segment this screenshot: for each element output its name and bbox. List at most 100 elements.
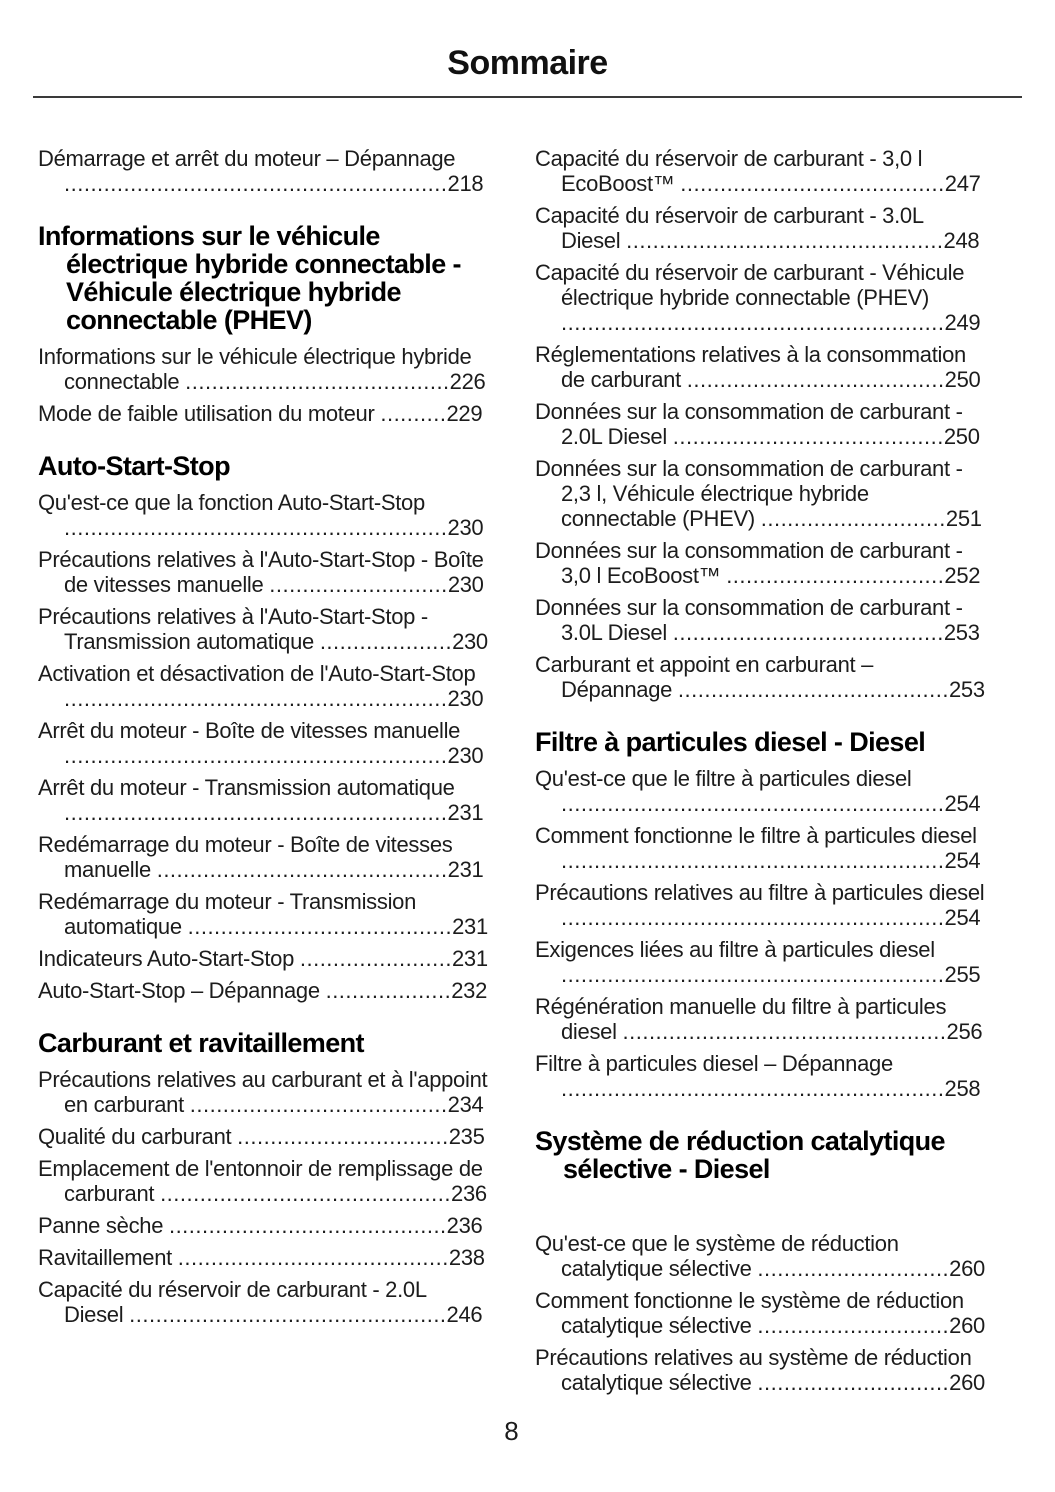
entry-title: Auto‑Start‑Stop – Dépannage: [38, 978, 320, 1003]
toc-entry[interactable]: Activation et désactivation de l'Auto‑St…: [38, 661, 488, 711]
toc-entry[interactable]: Auto‑Start‑Stop – Dépannage ............…: [38, 978, 488, 1003]
dot-leader: ...................: [325, 978, 452, 1003]
entry-title: Redémarrage du moteur - Boîte de vitesse…: [38, 832, 453, 882]
dot-leader: ........................................…: [64, 686, 448, 711]
dot-leader: ........................................…: [561, 905, 945, 930]
toc-entry[interactable]: Mode de faible utilisation du moteur ...…: [38, 401, 488, 426]
section-heading: Auto‑Start‑Stop: [38, 451, 231, 481]
dot-leader: ........................................…: [672, 620, 944, 645]
toc-entry[interactable]: Comment fonctionne le filtre à particule…: [535, 823, 985, 873]
entry-title: Qu'est‑ce que le système de réduction ca…: [535, 1231, 899, 1281]
dot-leader: ........................................…: [156, 857, 448, 882]
dot-leader: ........................................…: [168, 1213, 447, 1238]
entry-page-number: 254: [944, 848, 981, 873]
toc-entry[interactable]: Précautions relatives au filtre à partic…: [535, 880, 985, 930]
toc-entry[interactable]: Emplacement de l'entonnoir de remplissag…: [38, 1156, 488, 1206]
toc-entry[interactable]: Indicateurs Auto‑Start‑Stop ............…: [38, 946, 488, 971]
toc-entry[interactable]: Exigences liées au filtre à particules d…: [535, 937, 985, 987]
toc-entry[interactable]: Régénération manuelle du filtre à partic…: [535, 994, 985, 1044]
toc-entry[interactable]: Qualité du carburant ...................…: [38, 1124, 488, 1149]
entry-page-number: 226: [449, 369, 486, 394]
toc-column-left: Démarrage et arrêt du moteur – Dépannage…: [38, 146, 488, 1402]
toc-entry[interactable]: Démarrage et arrêt du moteur – Dépannage…: [38, 146, 488, 196]
entry-page-number: 260: [949, 1370, 985, 1395]
entry-page-number: 250: [943, 424, 980, 449]
toc-entry[interactable]: Comment fonctionne le système de réducti…: [535, 1288, 985, 1338]
entry-page-number: 253: [949, 677, 985, 702]
entry-page-number: 248: [943, 228, 980, 253]
entry-page-number: 256: [946, 1019, 983, 1044]
dot-leader: ................................: [237, 1124, 449, 1149]
entry-page-number: 236: [446, 1213, 483, 1238]
entry-page-number: 254: [944, 791, 981, 816]
entry-page-number: 246: [446, 1302, 483, 1327]
dot-leader: ........................................…: [129, 1302, 447, 1327]
entry-page-number: 230: [447, 572, 484, 597]
toc-entry[interactable]: Capacité du réservoir de carburant - 3,0…: [535, 146, 985, 196]
entry-title: Activation et désactivation de l'Auto‑St…: [38, 661, 476, 686]
toc-entry[interactable]: Arrêt du moteur - Boîte de vitesses manu…: [38, 718, 488, 768]
entry-title: Qualité du carburant: [38, 1124, 232, 1149]
dot-leader: ............................: [760, 506, 946, 531]
entry-title: Redémarrage du moteur - Transmission aut…: [38, 889, 417, 939]
entry-page-number: 254: [944, 905, 981, 930]
toc-entry[interactable]: Capacité du réservoir de carburant - Véh…: [535, 260, 985, 335]
entry-page-number: 260: [949, 1256, 985, 1281]
toc-entry[interactable]: Précautions relatives à l'Auto‑Start‑Sto…: [38, 547, 488, 597]
toc-entry[interactable]: Précautions relatives à l'Auto‑Start‑Sto…: [38, 604, 488, 654]
entry-page-number: 218: [447, 171, 484, 196]
dot-leader: ........................................…: [160, 1181, 452, 1206]
dot-leader: ...........................: [269, 572, 448, 597]
dot-leader: ........................................…: [622, 1019, 947, 1044]
entry-title: Précautions relatives à l'Auto‑Start‑Sto…: [38, 604, 428, 654]
toc-entry[interactable]: Qu'est‑ce que le filtre à particules die…: [535, 766, 985, 816]
toc-entry[interactable]: Ravitaillement .........................…: [38, 1245, 488, 1270]
toc-entry[interactable]: Capacité du réservoir de carburant - 3.0…: [535, 203, 985, 253]
entry-title: Arrêt du moteur - Boîte de vitesses manu…: [38, 718, 461, 743]
toc-entry[interactable]: Données sur la consommation de carburant…: [535, 399, 985, 449]
entry-page-number: 238: [448, 1245, 485, 1270]
dot-leader: ........................................…: [677, 677, 949, 702]
entry-page-number: 253: [943, 620, 980, 645]
entry-page-number: 230: [452, 629, 488, 654]
toc-entry[interactable]: Filtre à particules diesel – Dépannage .…: [535, 1051, 985, 1101]
toc-entry[interactable]: Arrêt du moteur - Transmission automatiq…: [38, 775, 488, 825]
toc-entry[interactable]: Qu'est‑ce que la fonction Auto‑Start‑Sto…: [38, 490, 488, 540]
toc-entry[interactable]: Panne sèche ............................…: [38, 1213, 488, 1238]
dot-leader: ........................................…: [672, 424, 944, 449]
toc-entry[interactable]: Qu'est‑ce que le système de réduction ca…: [535, 1231, 985, 1281]
toc-entry[interactable]: Réglementations relatives à la consommat…: [535, 342, 985, 392]
dot-leader: ........................................…: [64, 171, 448, 196]
toc-entry[interactable]: Précautions relatives au carburant et à …: [38, 1067, 488, 1117]
toc-entry[interactable]: Carburant et appoint en carburant – Dépa…: [535, 652, 985, 702]
toc-entry[interactable]: Données sur la consommation de carburant…: [535, 538, 985, 588]
entry-page-number: 230: [447, 743, 484, 768]
toc-column-right: Capacité du réservoir de carburant - 3,0…: [535, 146, 985, 1402]
toc-entry[interactable]: Capacité du réservoir de carburant - 2.0…: [38, 1277, 488, 1327]
toc-entry[interactable]: Redémarrage du moteur - Transmission aut…: [38, 889, 488, 939]
dot-leader: .......................................: [686, 367, 945, 392]
dot-leader: .......................: [299, 946, 452, 971]
entry-title: Qu'est‑ce que le filtre à particules die…: [535, 766, 912, 791]
entry-title: Exigences liées au filtre à particules d…: [535, 937, 935, 962]
entry-title: Carburant et appoint en carburant – Dépa…: [535, 652, 874, 702]
dot-leader: ........................................…: [177, 1245, 449, 1270]
dot-leader: ........................................…: [561, 962, 945, 987]
dot-leader: ........................................: [185, 369, 450, 394]
dot-leader: ........................................: [680, 171, 945, 196]
entry-title: Ravitaillement: [38, 1245, 172, 1270]
entry-page-number: 234: [447, 1092, 484, 1117]
entry-page-number: 251: [945, 506, 982, 531]
toc-entry[interactable]: Précautions relatives au système de rédu…: [535, 1345, 985, 1395]
toc-entry[interactable]: Informations sur le véhicule électrique …: [38, 344, 488, 394]
entry-title: Régénération manuelle du filtre à partic…: [535, 994, 947, 1044]
dot-leader: .......................................: [189, 1092, 448, 1117]
dot-leader: ........................................…: [64, 515, 448, 540]
toc-entry[interactable]: Données sur la consommation de carburant…: [535, 595, 985, 645]
toc-entry[interactable]: Données sur la consommation de carburant…: [535, 456, 985, 531]
entry-title: Précautions relatives au système de rédu…: [535, 1345, 972, 1395]
entry-title: Données sur la consommation de carburant…: [535, 399, 963, 449]
entry-title: Panne sèche: [38, 1213, 164, 1238]
entry-title: Mode de faible utilisation du moteur: [38, 401, 375, 426]
toc-entry[interactable]: Redémarrage du moteur - Boîte de vitesse…: [38, 832, 488, 882]
